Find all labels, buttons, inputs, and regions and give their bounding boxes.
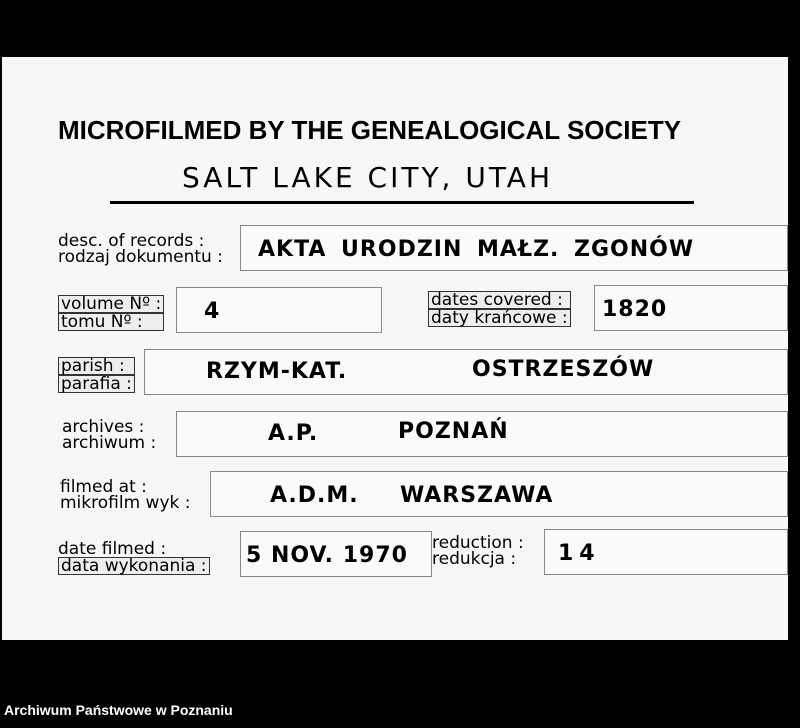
- filmed-at-label-en: filmed at :: [60, 477, 147, 497]
- parish-value: RZYM-KAT.: [206, 359, 348, 384]
- date-filmed-value: 5 NOV. 1970: [246, 543, 408, 568]
- parish-value-place: OSTRZESZÓW: [472, 357, 655, 382]
- microfilm-target-card: MICROFILMED BY THE GENEALOGICAL SOCIETY …: [2, 57, 788, 640]
- dates-field: [594, 285, 788, 331]
- volume-label-pl: tomu Nº :: [58, 313, 165, 331]
- parish-field: [144, 349, 788, 395]
- parish-label-pl: parafia :: [58, 375, 135, 393]
- filmed-at-label-pl: mikrofilm wyk :: [60, 493, 191, 513]
- reduction-field: [544, 529, 788, 575]
- card-title: MICROFILMED BY THE GENEALOGICAL SOCIETY: [58, 115, 682, 145]
- filmed-at-value-place: WARSZAWA: [400, 483, 554, 508]
- reduction-label-en: reduction :: [432, 533, 524, 553]
- desc-label-pl: rodzaj dokumentu :: [58, 247, 223, 267]
- dates-label-pl: daty krańcowe :: [428, 309, 571, 327]
- reduction-label: reduction : redukcja :: [432, 533, 524, 569]
- date-filmed-label-pl: data wykonania :: [58, 557, 210, 575]
- filmed-at-value: A.D.M.: [270, 483, 359, 508]
- desc-field: [240, 225, 788, 271]
- archives-field: [176, 411, 788, 457]
- archives-value: A.P.: [268, 421, 319, 446]
- desc-value: AKTA URODZIN MAŁZ. ZGONÓW: [258, 237, 695, 262]
- dates-value: 1820: [602, 297, 668, 322]
- reduction-value: 14: [558, 541, 601, 566]
- desc-label-en: desc. of records :: [58, 231, 205, 251]
- filmed-at-label: filmed at : mikrofilm wyk :: [60, 477, 191, 513]
- volume-value: 4: [204, 299, 221, 324]
- volume-label-en: volume Nº :: [58, 295, 165, 313]
- archives-label: archives : archiwum :: [62, 417, 157, 453]
- date-filmed-field: [240, 531, 432, 577]
- archives-label-en: archives :: [62, 417, 145, 437]
- volume-label: volume Nº : tomu Nº :: [58, 295, 165, 331]
- source-credit: Archiwum Państwowe w Poznaniu: [4, 702, 233, 718]
- dates-label-en: dates covered :: [428, 291, 571, 309]
- reduction-label-pl: redukcja :: [432, 549, 517, 569]
- filmed-at-field: [210, 471, 788, 517]
- archives-label-pl: archiwum :: [62, 433, 157, 453]
- title-underline: [110, 201, 694, 204]
- parish-label-en: parish :: [58, 357, 135, 375]
- archives-value-place: POZNAŃ: [398, 419, 509, 444]
- date-filmed-label-en: date filmed :: [58, 539, 167, 559]
- card-subtitle: SALT LAKE CITY, UTAH: [182, 161, 553, 194]
- dates-label: dates covered : daty krańcowe :: [428, 291, 571, 327]
- parish-label: parish : parafia :: [58, 357, 135, 393]
- date-filmed-label: date filmed : data wykonania :: [58, 541, 210, 575]
- desc-label: desc. of records : rodzaj dokumentu :: [58, 231, 223, 267]
- volume-field: [176, 287, 382, 333]
